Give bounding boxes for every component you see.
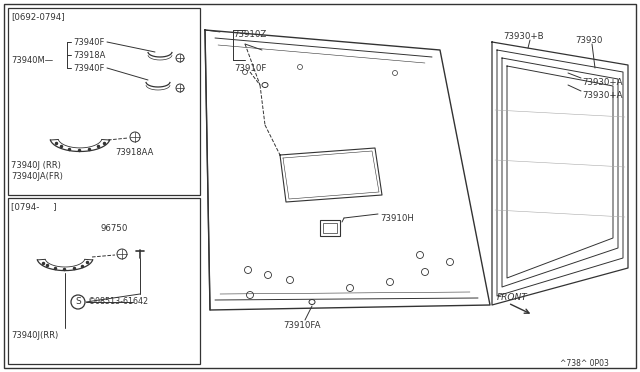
- Text: 73918A: 73918A: [73, 51, 106, 60]
- Text: FRONT: FRONT: [497, 294, 528, 302]
- Text: 73930+A: 73930+A: [582, 77, 623, 87]
- Text: [0692-0794]: [0692-0794]: [11, 13, 65, 22]
- Text: 73940F: 73940F: [73, 64, 104, 73]
- Text: ©08513-61642: ©08513-61642: [88, 298, 149, 307]
- Text: 73940F: 73940F: [73, 38, 104, 46]
- Text: 73940J (RR): 73940J (RR): [11, 160, 61, 170]
- Bar: [323, 223, 337, 233]
- Text: 73930+B: 73930+B: [503, 32, 543, 41]
- Bar: [8, 198, 200, 364]
- Text: 73940M—: 73940M—: [11, 55, 53, 64]
- Text: 73940J(RR): 73940J(RR): [11, 330, 58, 340]
- Text: S: S: [75, 298, 81, 307]
- Text: 73910F: 73910F: [234, 64, 266, 73]
- Text: 73918AA: 73918AA: [115, 148, 154, 157]
- Text: ^738^ 0P03: ^738^ 0P03: [560, 359, 609, 369]
- Text: 73910Z: 73910Z: [233, 29, 266, 38]
- Text: 73930: 73930: [575, 35, 602, 45]
- Text: 96750: 96750: [100, 224, 127, 232]
- Text: 73940JA(FR): 73940JA(FR): [11, 171, 63, 180]
- Text: 73910H: 73910H: [380, 214, 414, 222]
- Bar: [8, 8, 200, 195]
- Text: 73930+A: 73930+A: [582, 90, 623, 99]
- Text: 73910FA: 73910FA: [283, 321, 321, 330]
- Bar: [320, 220, 340, 236]
- Text: [0794-     ]: [0794- ]: [11, 202, 56, 212]
